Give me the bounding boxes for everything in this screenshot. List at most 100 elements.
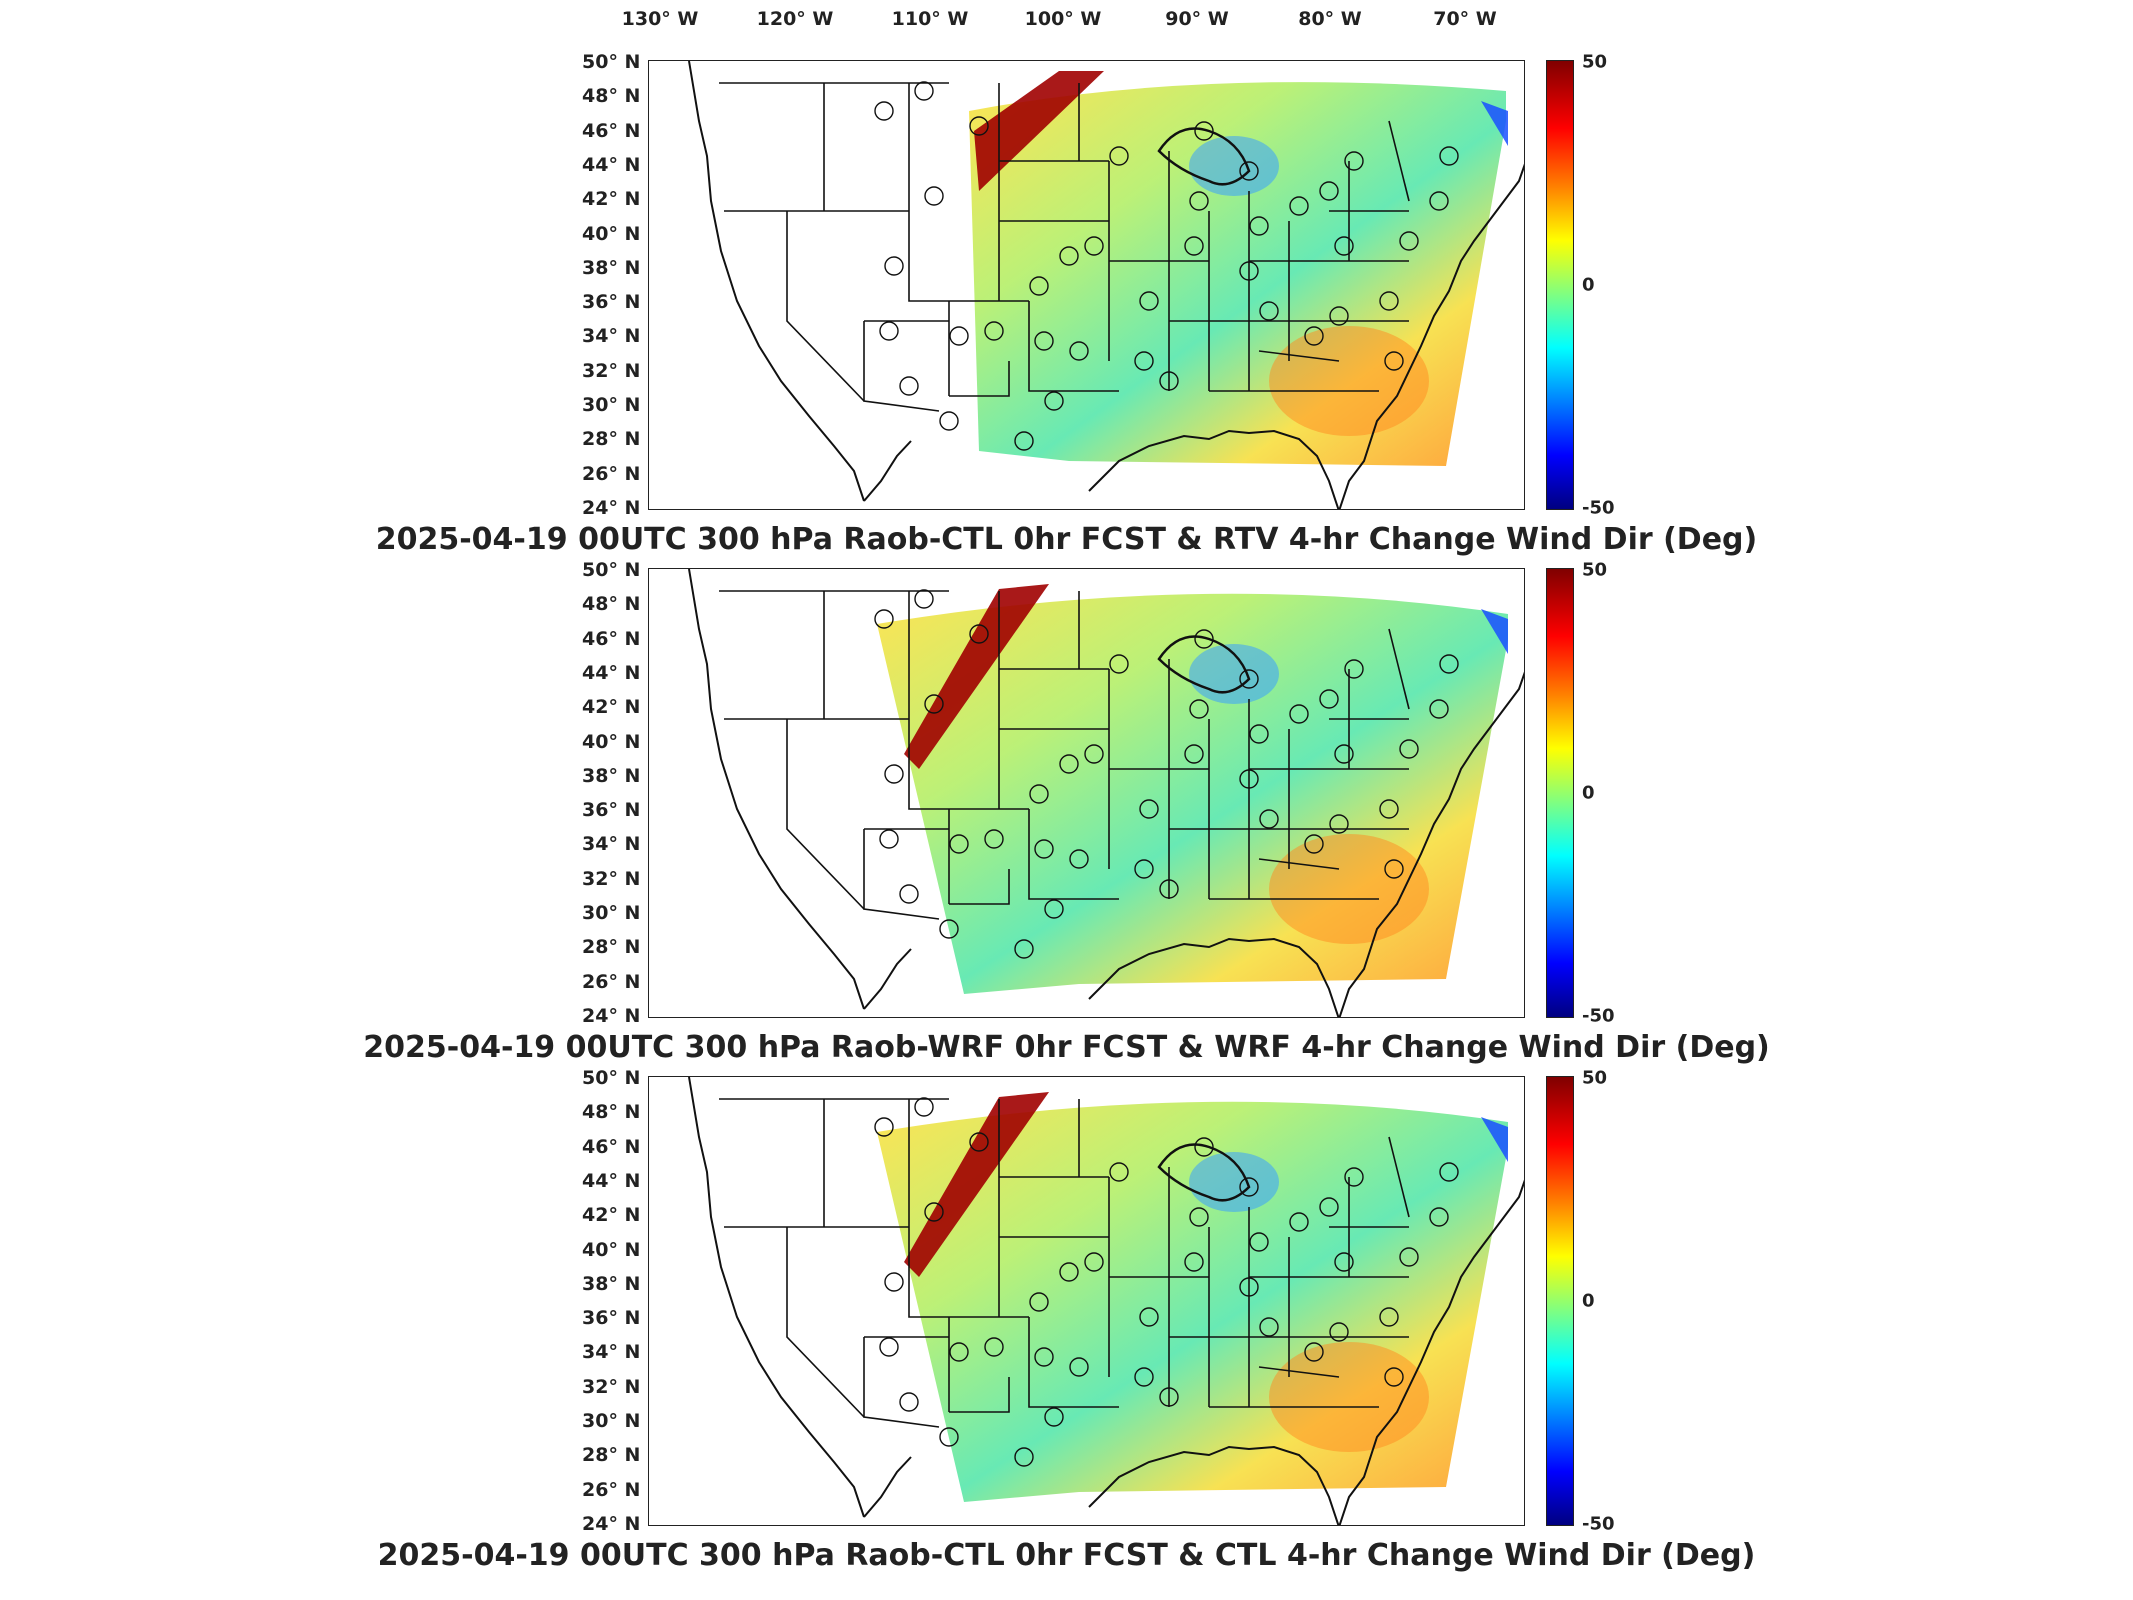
raob-station-marker (1289, 1212, 1309, 1232)
raob-station-marker (899, 884, 919, 904)
raob-station-marker (1439, 1162, 1459, 1182)
raob-station-marker (1139, 799, 1159, 819)
raob-station-marker (969, 1132, 989, 1152)
raob-station-marker (1334, 1252, 1354, 1272)
raob-station-marker (1304, 326, 1324, 346)
latitude-label: 50° N (582, 559, 641, 581)
raob-station-marker (984, 829, 1004, 849)
colorbar-zero-label: 0 (1582, 782, 1595, 804)
raob-station-marker (949, 1342, 969, 1362)
raob-station-marker (1304, 834, 1324, 854)
raob-station-marker (1384, 1367, 1404, 1387)
map-boundaries (688, 569, 1524, 1017)
raob-station-marker (1194, 629, 1214, 649)
raob-station-marker (939, 1427, 959, 1447)
raob-station-marker (1249, 724, 1269, 744)
longitude-label: 110° W (891, 8, 969, 30)
raob-station-marker (1189, 1207, 1209, 1227)
latitude-label: 48° N (582, 593, 641, 616)
latitude-label: 26° N (582, 1478, 641, 1501)
raob-station-marker (1304, 1342, 1324, 1362)
latitude-label: 46° N (582, 1135, 641, 1158)
raob-station-marker (1239, 1277, 1259, 1297)
raob-station-marker (874, 101, 894, 121)
raob-station-marker (1344, 659, 1364, 679)
latitude-label: 28° N (582, 428, 641, 451)
raob-station-marker (1259, 1317, 1279, 1337)
raob-station-marker (1014, 939, 1034, 959)
raob-station-marker (1319, 689, 1339, 709)
raob-station-marker (924, 694, 944, 714)
raob-station-marker (1329, 814, 1349, 834)
latitude-label: 42° N (582, 188, 641, 211)
colorbar-max-label: 50 (1582, 1067, 1608, 1089)
warm-anomaly-band (904, 1092, 1049, 1277)
raob-station-marker (1044, 1407, 1064, 1427)
raob-station-marker (1084, 236, 1104, 256)
raob-station-marker (1184, 1252, 1204, 1272)
longitude-label: 90° W (1165, 8, 1229, 30)
latitude-label: 38° N (582, 256, 641, 279)
raob-station-marker (1249, 1232, 1269, 1252)
raob-station-marker (1239, 161, 1259, 181)
raob-station-marker (1344, 151, 1364, 171)
colorbar (1546, 1076, 1574, 1526)
latitude-label: 42° N (582, 696, 641, 719)
raob-station-marker (1034, 331, 1054, 351)
colorbar-zero-label: 0 (1582, 1290, 1595, 1312)
raob-station-marker (1044, 899, 1064, 919)
latitude-label: 32° N (582, 359, 641, 382)
raob-station-marker (1139, 291, 1159, 311)
raob-station-marker (1109, 1162, 1129, 1182)
raob-station-marker (1249, 216, 1269, 236)
raob-station-marker (1439, 146, 1459, 166)
raob-station-marker (1429, 699, 1449, 719)
latitude-label: 48° N (582, 85, 641, 108)
raob-station-marker (1239, 769, 1259, 789)
raob-station-marker (899, 376, 919, 396)
colorbar-zero-label: 0 (1582, 274, 1595, 296)
raob-station-marker (1379, 291, 1399, 311)
raob-station-marker (1384, 351, 1404, 371)
raob-station-marker (1239, 669, 1259, 689)
raob-station-marker (1044, 391, 1064, 411)
raob-station-marker (1259, 809, 1279, 829)
latitude-label: 50° N (582, 1067, 641, 1089)
raob-station-marker (1379, 1307, 1399, 1327)
raob-station-marker (1069, 341, 1089, 361)
raob-station-marker (1319, 181, 1339, 201)
latitude-label: 28° N (582, 936, 641, 959)
raob-station-marker (949, 326, 969, 346)
latitude-label: 34° N (582, 325, 641, 348)
latitude-label: 34° N (582, 1341, 641, 1364)
latitude-label: 34° N (582, 833, 641, 856)
panel-title: 2025-04-19 00UTC 300 hPa Raob-CTL 0hr FC… (375, 522, 1758, 557)
raob-station-marker (1059, 246, 1079, 266)
raob-station-marker (874, 1117, 894, 1137)
raob-station-marker (1159, 879, 1179, 899)
latitude-label: 24° N (582, 1005, 641, 1027)
raob-station-marker (1399, 231, 1419, 251)
raob-station-marker (1329, 306, 1349, 326)
raob-station-marker (1194, 121, 1214, 141)
latitude-label: 50° N (582, 51, 641, 73)
longitude-label: 100° W (1024, 8, 1102, 30)
longitude-label: 120° W (756, 8, 834, 30)
raob-station-marker (914, 81, 934, 101)
raob-station-marker (939, 411, 959, 431)
colorbar (1546, 60, 1574, 510)
raob-station-marker (1134, 859, 1154, 879)
raob-station-marker (969, 624, 989, 644)
raob-station-marker (1239, 261, 1259, 281)
warm-anomaly-band (904, 584, 1049, 769)
raob-station-marker (1344, 1167, 1364, 1187)
cool-anomaly-patch (1481, 1117, 1508, 1162)
raob-station-marker (1109, 654, 1129, 674)
latitude-label: 30° N (582, 394, 641, 417)
panel-title: 2025-04-19 00UTC 300 hPa Raob-WRF 0hr FC… (363, 1030, 1770, 1065)
raob-station-marker (949, 834, 969, 854)
latitude-label: 28° N (582, 1444, 641, 1467)
raob-station-marker (879, 321, 899, 341)
latitude-label: 48° N (582, 1101, 641, 1124)
latitude-label: 42° N (582, 1204, 641, 1227)
